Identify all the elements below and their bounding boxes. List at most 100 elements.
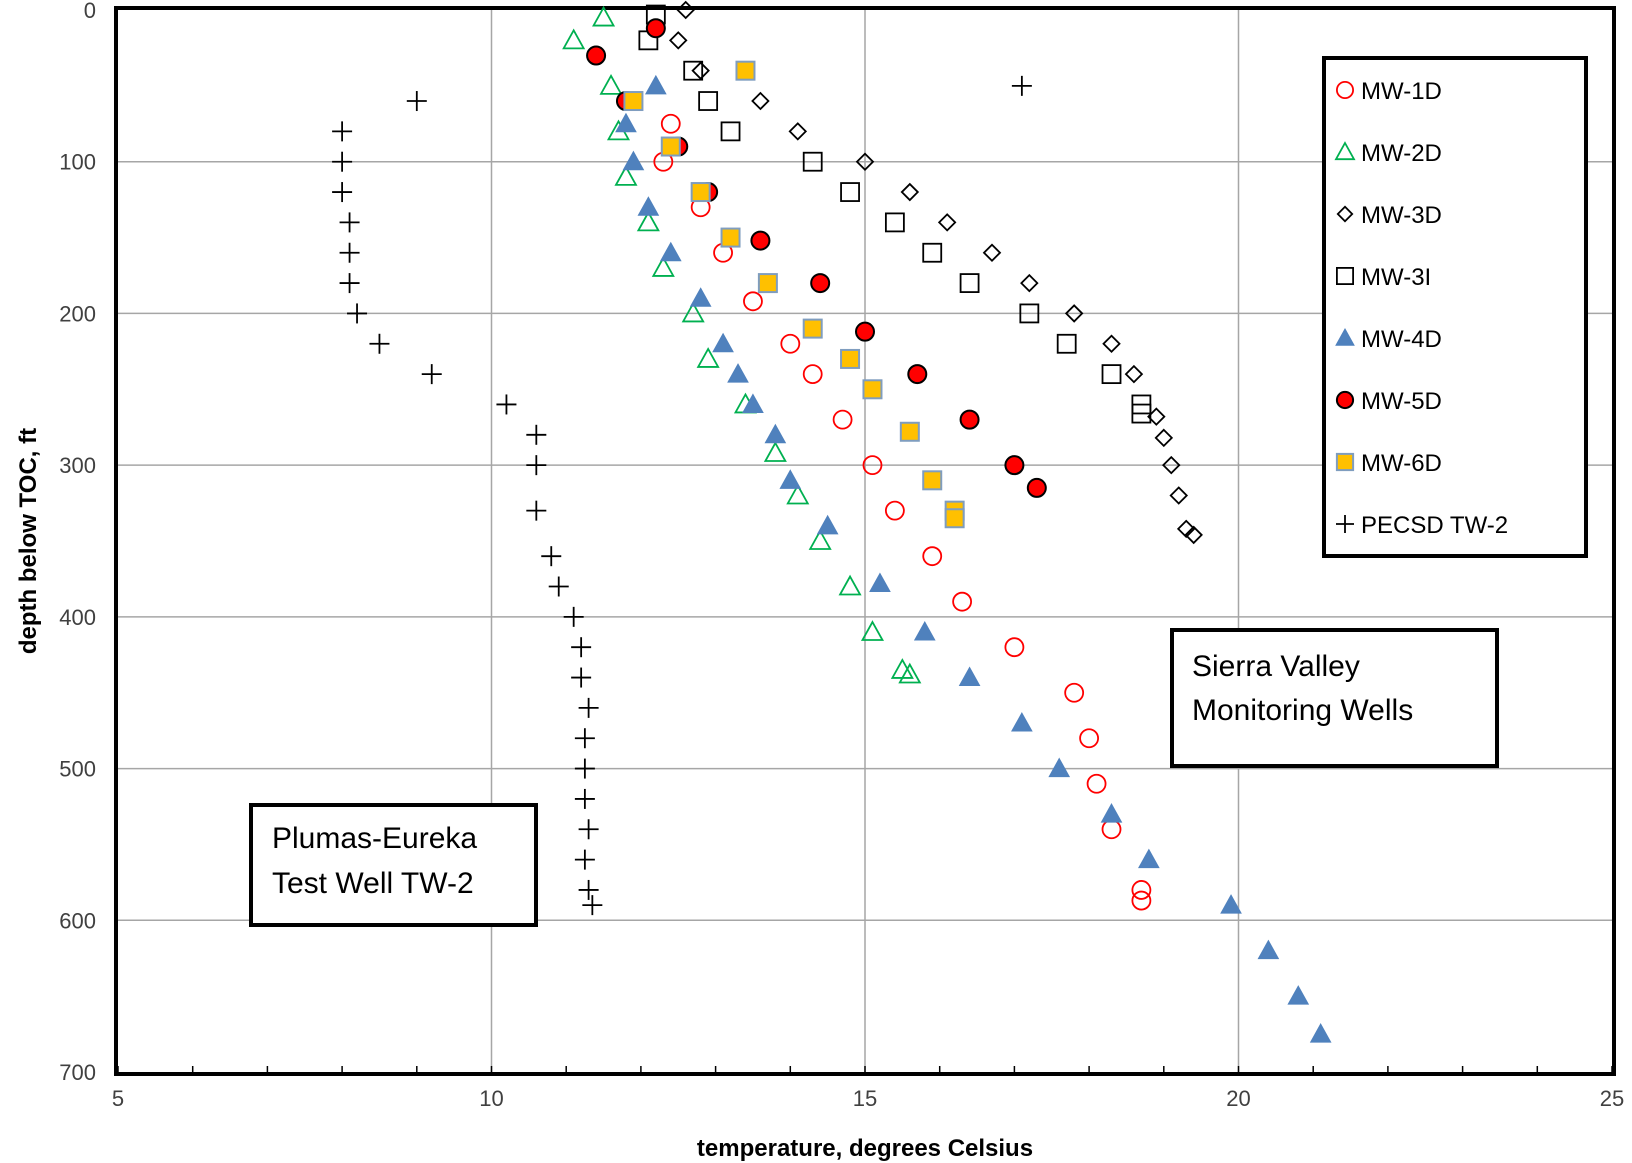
- marker-shape: [651, 256, 675, 277]
- data-point: [1220, 894, 1242, 914]
- marker-shape: [691, 61, 710, 80]
- marker-shape: [1004, 637, 1025, 658]
- data-point: [922, 546, 943, 567]
- data-point: [1161, 455, 1181, 475]
- legend-label: MW-6D: [1361, 450, 1442, 477]
- data-point: [636, 210, 660, 232]
- marker-shape: [644, 74, 667, 95]
- marker-shape: [1335, 390, 1355, 410]
- data-point: [862, 379, 883, 400]
- series-mw-1d: [653, 113, 1152, 911]
- legend-label: MW-2D: [1361, 140, 1442, 167]
- marker-shape: [676, 0, 695, 20]
- data-point: [1004, 637, 1025, 658]
- x-tick-label: 20: [1226, 1086, 1250, 1111]
- legend-item: MW-3D: [1336, 202, 1442, 229]
- data-point: [683, 60, 704, 81]
- marker-shape: [1026, 477, 1047, 498]
- data-point: [1138, 848, 1160, 869]
- legend-marker: [1336, 266, 1355, 285]
- marker-shape: [750, 230, 771, 251]
- x-tick-label: 10: [479, 1086, 503, 1111]
- data-point: [862, 455, 883, 476]
- x-tick-label: 15: [853, 1086, 877, 1111]
- marker-shape: [840, 348, 861, 369]
- marker-shape: [683, 60, 704, 81]
- marker-shape: [689, 287, 712, 307]
- marker-shape: [922, 546, 943, 567]
- data-point: [541, 546, 562, 567]
- marker-shape: [1102, 334, 1121, 354]
- data-point: [526, 500, 547, 521]
- annotation-line: Plumas-Eureka: [272, 822, 477, 855]
- marker-shape: [855, 321, 875, 342]
- marker-shape: [1100, 803, 1123, 823]
- series-pecsd-tw-2: [332, 75, 1032, 916]
- data-point: [578, 819, 599, 840]
- data-point: [1154, 428, 1174, 448]
- data-point: [1131, 403, 1152, 424]
- legend-item: MW-4D: [1335, 326, 1442, 353]
- data-point: [660, 136, 681, 157]
- marker-shape: [1334, 141, 1356, 161]
- marker-shape: [637, 196, 660, 216]
- data-point: [574, 728, 595, 749]
- annotation-line: Test Well TW-2: [272, 867, 474, 900]
- annotation-box: [249, 803, 538, 927]
- data-point: [751, 91, 770, 111]
- data-point: [1257, 939, 1280, 960]
- data-point: [1020, 273, 1039, 293]
- data-point: [788, 122, 808, 141]
- marker-shape: [599, 74, 623, 95]
- marker-shape: [802, 364, 823, 385]
- data-point: [944, 508, 965, 529]
- data-point: [1011, 75, 1032, 96]
- data-point: [922, 242, 943, 263]
- data-point: [952, 591, 973, 612]
- marker-shape: [1154, 428, 1174, 448]
- data-point: [860, 620, 884, 641]
- data-point: [578, 879, 599, 900]
- data-point: [623, 91, 644, 112]
- data-point: [840, 348, 861, 369]
- marker-shape: [1335, 452, 1355, 472]
- marker-shape: [810, 273, 831, 294]
- marker-shape: [780, 333, 801, 354]
- annotation-plumas-eureka: Plumas-Eureka Test Well TW-2: [249, 803, 538, 927]
- y-tick-label: 100: [59, 150, 96, 175]
- marker-shape: [712, 332, 734, 353]
- y-axis-title: depth below TOC, ft: [15, 428, 42, 654]
- annotation-line: Sierra Valley: [1192, 650, 1360, 683]
- series-mw-6d: [623, 60, 965, 529]
- data-point: [855, 321, 875, 342]
- data-point: [676, 0, 695, 20]
- data-point: [720, 227, 741, 248]
- data-point: [763, 441, 787, 462]
- data-point: [622, 150, 645, 171]
- marker-shape: [786, 483, 810, 505]
- marker-shape: [862, 379, 883, 400]
- data-point: [712, 332, 734, 353]
- series-mw-2d: [562, 5, 922, 684]
- marker-shape: [922, 470, 943, 491]
- y-tick-label: 300: [59, 453, 96, 478]
- data-point: [582, 895, 603, 916]
- data-point: [742, 393, 764, 413]
- marker-shape: [1131, 403, 1152, 424]
- marker-shape: [743, 291, 763, 312]
- data-point: [586, 45, 607, 66]
- marker-shape: [681, 301, 705, 323]
- series-mw-4d: [615, 74, 1332, 1043]
- marker-shape: [742, 393, 764, 413]
- data-point: [1011, 712, 1033, 732]
- marker-shape: [1220, 894, 1242, 914]
- data-point: [1124, 364, 1144, 384]
- marker-shape: [690, 182, 711, 203]
- marker-shape: [614, 165, 638, 186]
- data-point: [347, 303, 368, 324]
- data-point: [884, 500, 905, 521]
- data-point: [750, 230, 771, 251]
- data-point: [898, 662, 922, 684]
- legend-label: MW-4D: [1361, 326, 1442, 353]
- data-point: [727, 363, 749, 383]
